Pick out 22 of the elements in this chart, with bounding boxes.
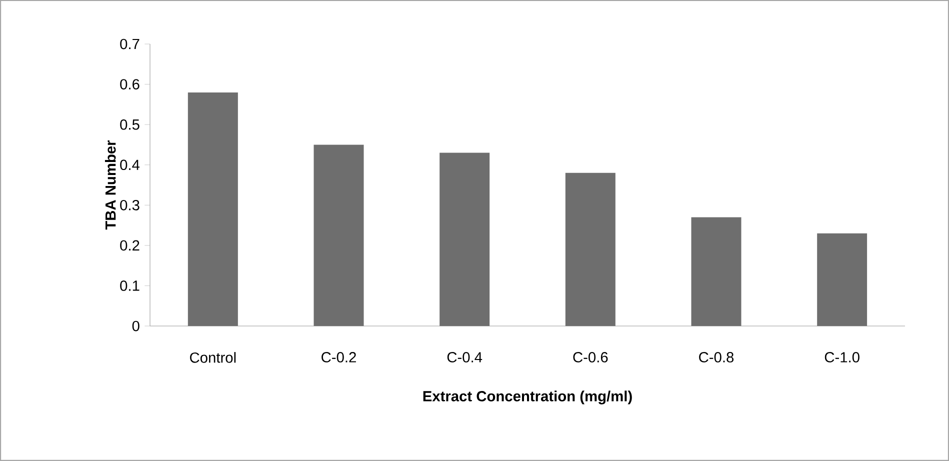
- x-tick-label: C-1.0: [824, 352, 860, 362]
- x-tick-label: C-0.8: [699, 352, 734, 362]
- y-tick-label: 0.4: [120, 160, 140, 170]
- bar: [817, 233, 868, 326]
- y-tick-label: 0.3: [120, 200, 140, 210]
- bar: [440, 152, 490, 326]
- bar: [691, 217, 742, 326]
- x-tick-label: C-0.2: [322, 352, 356, 362]
- y-tick-label: 0.7: [120, 38, 140, 50]
- x-tick-label: Control: [190, 352, 236, 363]
- bar: [314, 144, 364, 326]
- y-axis-title: TBA Number: [104, 140, 116, 230]
- y-tick-label: 0.1: [120, 280, 140, 291]
- y-tick-label: 0.2: [120, 240, 140, 251]
- x-tick-label: C-0.6: [573, 352, 608, 362]
- y-tick-label: 0.5: [120, 119, 140, 130]
- x-axis-title: Extract Concentration (mg/ml): [423, 390, 632, 404]
- y-tick-label: 0.6: [120, 79, 140, 90]
- bar: [565, 172, 616, 326]
- bar: [188, 92, 238, 326]
- x-tick-label: C-0.4: [447, 352, 482, 362]
- y-tick-label: 0: [132, 320, 140, 332]
